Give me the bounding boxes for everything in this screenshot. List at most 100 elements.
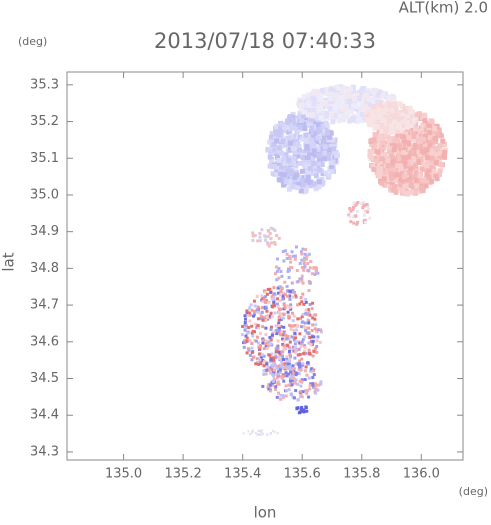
echo xyxy=(313,347,317,351)
echo xyxy=(427,142,433,148)
x-tick-label: 135.0 xyxy=(105,467,142,482)
echo xyxy=(258,347,262,351)
echo xyxy=(299,395,303,399)
echo xyxy=(402,160,408,166)
echo xyxy=(323,99,329,105)
echo xyxy=(262,316,266,320)
echo xyxy=(386,118,392,124)
echo xyxy=(286,269,290,273)
echo xyxy=(385,122,391,128)
echo xyxy=(298,277,302,281)
echo xyxy=(272,146,278,152)
echo xyxy=(283,366,287,370)
echo xyxy=(311,369,315,373)
echo xyxy=(273,431,276,434)
echo xyxy=(289,307,293,311)
echo xyxy=(381,171,387,177)
echo xyxy=(339,106,345,112)
echo xyxy=(265,292,269,296)
echo xyxy=(362,103,368,109)
echo xyxy=(270,315,274,319)
x-tick-label: 136.0 xyxy=(403,467,440,482)
echo xyxy=(277,350,281,354)
echo xyxy=(272,358,276,362)
echo xyxy=(290,146,296,152)
echo xyxy=(313,170,319,176)
y-tick-label: 34.5 xyxy=(30,371,59,386)
echo xyxy=(277,321,281,325)
echo xyxy=(319,177,325,183)
echo xyxy=(311,181,317,187)
echo xyxy=(315,135,321,141)
echo xyxy=(345,110,351,116)
echo xyxy=(299,393,303,397)
echo xyxy=(271,142,277,148)
echo xyxy=(268,287,272,291)
echo xyxy=(275,395,279,399)
echo xyxy=(319,88,325,94)
echo xyxy=(267,229,271,233)
echo xyxy=(250,351,254,355)
y-unit: (deg) xyxy=(18,35,47,48)
x-tick-label: 135.4 xyxy=(224,467,261,482)
echo xyxy=(312,349,316,353)
echo xyxy=(296,382,300,386)
echo xyxy=(295,371,299,375)
echo xyxy=(352,215,356,219)
echo xyxy=(358,117,364,123)
echo xyxy=(404,114,410,120)
echo xyxy=(400,103,406,109)
echo xyxy=(305,134,311,140)
echo xyxy=(258,357,262,361)
echo xyxy=(379,180,385,186)
echo xyxy=(300,258,304,262)
echo xyxy=(379,152,385,158)
echo xyxy=(247,311,251,315)
echo xyxy=(413,163,419,169)
echo xyxy=(305,391,309,395)
echo xyxy=(304,406,308,410)
echo xyxy=(389,180,395,186)
echo xyxy=(307,376,311,380)
echo xyxy=(323,87,329,93)
echo xyxy=(245,331,249,335)
echo xyxy=(376,155,382,161)
echo xyxy=(401,149,407,155)
echo xyxy=(335,95,341,101)
echo xyxy=(282,362,286,366)
echo xyxy=(408,122,414,128)
echo xyxy=(276,304,280,308)
echo xyxy=(395,138,401,144)
echo xyxy=(294,378,298,382)
echo xyxy=(401,156,407,162)
y-tick-label: 35.1 xyxy=(30,151,59,166)
echo xyxy=(272,377,276,381)
echo xyxy=(313,186,319,192)
echo xyxy=(275,332,279,336)
echo xyxy=(386,95,392,101)
echo xyxy=(285,374,289,378)
echo xyxy=(279,164,285,170)
echo xyxy=(413,173,419,179)
echo xyxy=(261,433,264,436)
echo xyxy=(301,390,305,394)
echo xyxy=(294,336,298,340)
echo xyxy=(356,220,360,224)
echo xyxy=(300,252,304,256)
echo xyxy=(256,433,259,436)
echo xyxy=(270,352,274,356)
echo xyxy=(423,180,429,186)
echo xyxy=(307,92,313,98)
echo xyxy=(279,393,283,397)
echo xyxy=(422,142,428,148)
echo xyxy=(429,155,435,161)
echo xyxy=(244,324,248,328)
echo xyxy=(287,179,293,185)
echo xyxy=(284,333,288,337)
echo xyxy=(299,250,303,254)
echo xyxy=(395,128,401,134)
echo xyxy=(295,324,299,328)
echo xyxy=(243,314,247,318)
echo xyxy=(301,247,305,251)
